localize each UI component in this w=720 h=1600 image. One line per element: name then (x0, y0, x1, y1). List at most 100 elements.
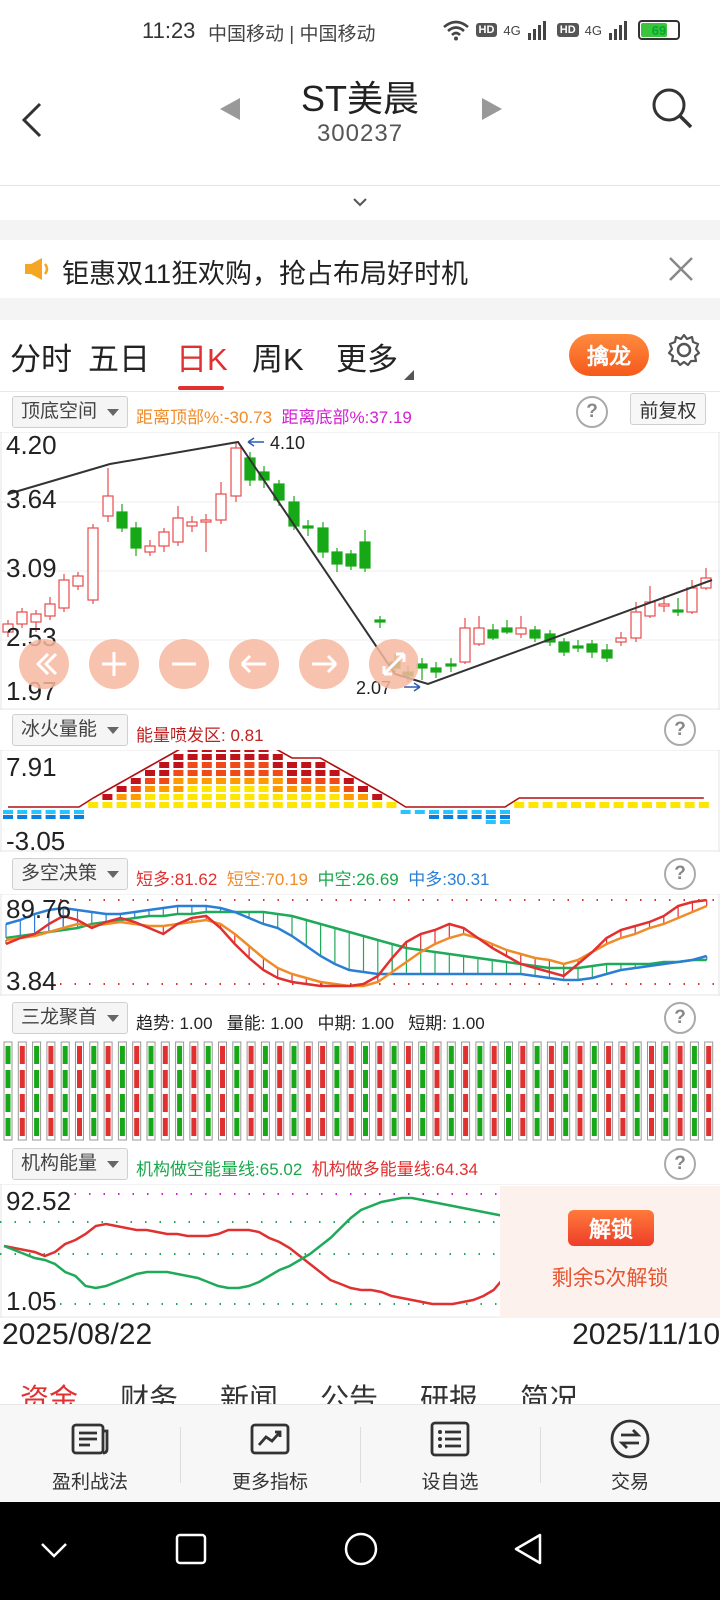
move-left-icon[interactable] (229, 639, 279, 689)
megaphone-icon (25, 258, 49, 280)
trend-label: 趋势: (136, 1014, 175, 1033)
fast-back-icon[interactable] (19, 639, 69, 689)
jigou-values: 机构做空能量线:65.02 机构做多能量线:64.34 (136, 1155, 478, 1180)
price-axis-label: 4.20 (6, 430, 57, 460)
signal-icon-2 (609, 21, 627, 40)
price-axis-label: 3.09 (6, 553, 57, 583)
midterm-label: 中期: (317, 1014, 357, 1033)
stock-header: ST美晨 300237 (0, 60, 720, 186)
fullscreen-icon[interactable] (369, 639, 418, 689)
tab-zhouk[interactable]: 周K (252, 342, 304, 377)
chart-tabs: 分时 五日 日K 周K 更多 (0, 320, 720, 392)
mid-long-value: 30.31 (446, 870, 490, 889)
separator-2 (0, 298, 720, 320)
unlock-button[interactable]: 解锁 (568, 1210, 654, 1246)
system-nav-bar (0, 1502, 720, 1600)
zoom-in-icon[interactable] (89, 639, 139, 689)
search-icon[interactable] (650, 86, 694, 130)
short-short-label: 短空: (226, 870, 266, 889)
duokong-values: 短多:81.62 短空:70.19 中空:26.69 中多:30.31 (136, 865, 489, 890)
toolbar-label: 交易 (610, 1472, 649, 1493)
mid-short-value: 26.69 (356, 870, 399, 889)
toolbar-more-indicators[interactable]: 更多指标 (180, 1405, 360, 1503)
main-indicator-row: 顶底空间 距离顶部%:-30.73 距离底部%:37.19 ? (0, 392, 720, 432)
zoom-out-icon[interactable] (159, 639, 209, 689)
bottom-toolbar: 盈利战法 更多指标 设自选 交易 (0, 1404, 720, 1502)
energy-help-icon[interactable]: ? (664, 714, 696, 746)
chart-controls (19, 639, 418, 689)
nav-back-icon[interactable] (512, 1532, 546, 1566)
status-carrier: 中国移动 | 中国移动 (208, 24, 376, 45)
promo-banner[interactable]: 钜惠双11狂欢购，抢占布局好时机 (0, 240, 720, 298)
next-stock-icon[interactable] (480, 96, 504, 122)
jigou-short-label: 机构做空能量线: (136, 1160, 260, 1179)
end-date: 2025/11/10 (572, 1318, 720, 1351)
jigou-help-icon[interactable]: ? (664, 1148, 696, 1180)
duokong-help-icon[interactable]: ? (664, 858, 696, 890)
back-icon[interactable] (20, 100, 44, 140)
exchange-icon (610, 1419, 650, 1459)
settings-gear-icon[interactable] (666, 332, 702, 368)
close-icon[interactable] (668, 256, 694, 282)
toolbar-trade[interactable]: 交易 (540, 1405, 720, 1503)
battery-icon: 69 (638, 20, 680, 40)
midterm-value: 1.00 (360, 1014, 395, 1033)
unlock-panel: 解锁 剩余5次解锁 (500, 1186, 720, 1318)
tab-more[interactable]: 更多 (336, 342, 398, 377)
toolbar-yingli[interactable]: 盈利战法 (0, 1405, 180, 1503)
jigou-indicator-row: 机构能量 机构做空能量线:65.02 机构做多能量线:64.34 ? (0, 1144, 720, 1184)
top-distance-label: 距离顶部%: (136, 408, 224, 427)
energy-indicator-select[interactable]: 冰火量能 (12, 714, 129, 746)
start-date: 2025/08/22 (2, 1318, 153, 1351)
energy-axis-top: 7.91 (6, 752, 57, 782)
mid-long-label: 中多: (408, 870, 447, 889)
jigou-indicator-select[interactable]: 机构能量 (12, 1148, 129, 1180)
chart-icon (250, 1423, 290, 1455)
unlock-remaining-text: 剩余5次解锁 (551, 1267, 669, 1290)
jigou-long-label: 机构做多能量线: (311, 1160, 436, 1179)
jigou-short-value: 65.02 (259, 1160, 303, 1179)
hd-badge-2: HD (556, 23, 579, 37)
banner-text: 钜惠双11狂欢购，抢占布局好时机 (62, 259, 469, 289)
divider (180, 1427, 181, 1483)
jigou-axis-bottom: 1.05 (6, 1286, 57, 1316)
toolbar-label: 设自选 (421, 1472, 479, 1493)
candlestick-chart[interactable]: 4.10 2.07 (0, 432, 720, 710)
bottom-distance-value: 37.19 (369, 408, 412, 427)
duokong-axis-top: 89.76 (6, 894, 72, 924)
network-type-2: 4G (584, 22, 602, 38)
sanlong-chart (3, 1041, 714, 1141)
divider (360, 1427, 361, 1483)
fuquan-button[interactable]: 前复权 (630, 393, 706, 425)
list-icon (430, 1421, 470, 1457)
nav-collapse-icon[interactable] (38, 1534, 70, 1566)
expand-chevron-icon[interactable] (352, 194, 368, 210)
nav-recents-icon[interactable] (174, 1532, 208, 1566)
network-type: 4G (503, 22, 521, 38)
energy-chart (0, 750, 720, 852)
main-help-icon[interactable]: ? (576, 396, 608, 428)
status-bar: 11:23 中国移动 | 中国移动 HD 4G HD 4G 69 (0, 0, 720, 60)
active-tab-indicator (178, 386, 224, 390)
short-short-value: 70.19 (265, 870, 309, 889)
stock-name: ST美晨 (300, 78, 419, 119)
tab-fenshi[interactable]: 分时 (10, 342, 72, 377)
nav-home-icon[interactable] (343, 1531, 379, 1567)
sanlong-help-icon[interactable]: ? (664, 1002, 696, 1034)
main-indicator-select[interactable]: 顶底空间 (12, 396, 129, 428)
duokong-indicator-row: 多空决策 短多:81.62 短空:70.19 中空:26.69 中多:30.31… (0, 854, 720, 894)
toolbar-watchlist[interactable]: 设自选 (360, 1405, 540, 1503)
news-icon (71, 1423, 109, 1455)
tab-wuri[interactable]: 五日 (88, 342, 150, 377)
battery-level: 69 (651, 22, 667, 38)
prev-stock-icon[interactable] (218, 96, 242, 122)
qinlong-button[interactable]: 擒龙 (569, 334, 649, 376)
tab-rik[interactable]: 日K (176, 342, 228, 377)
duokong-indicator-select[interactable]: 多空决策 (12, 858, 129, 890)
energy-axis-bottom: -3.05 (6, 826, 66, 856)
wifi-icon (442, 20, 469, 41)
short-long-value: 81.62 (174, 870, 218, 889)
sanlong-indicator-select[interactable]: 三龙聚首 (12, 1002, 129, 1034)
energy-indicator-row: 冰火量能 能量喷发区: 0.81 ? (0, 710, 720, 750)
move-right-icon[interactable] (299, 639, 349, 689)
